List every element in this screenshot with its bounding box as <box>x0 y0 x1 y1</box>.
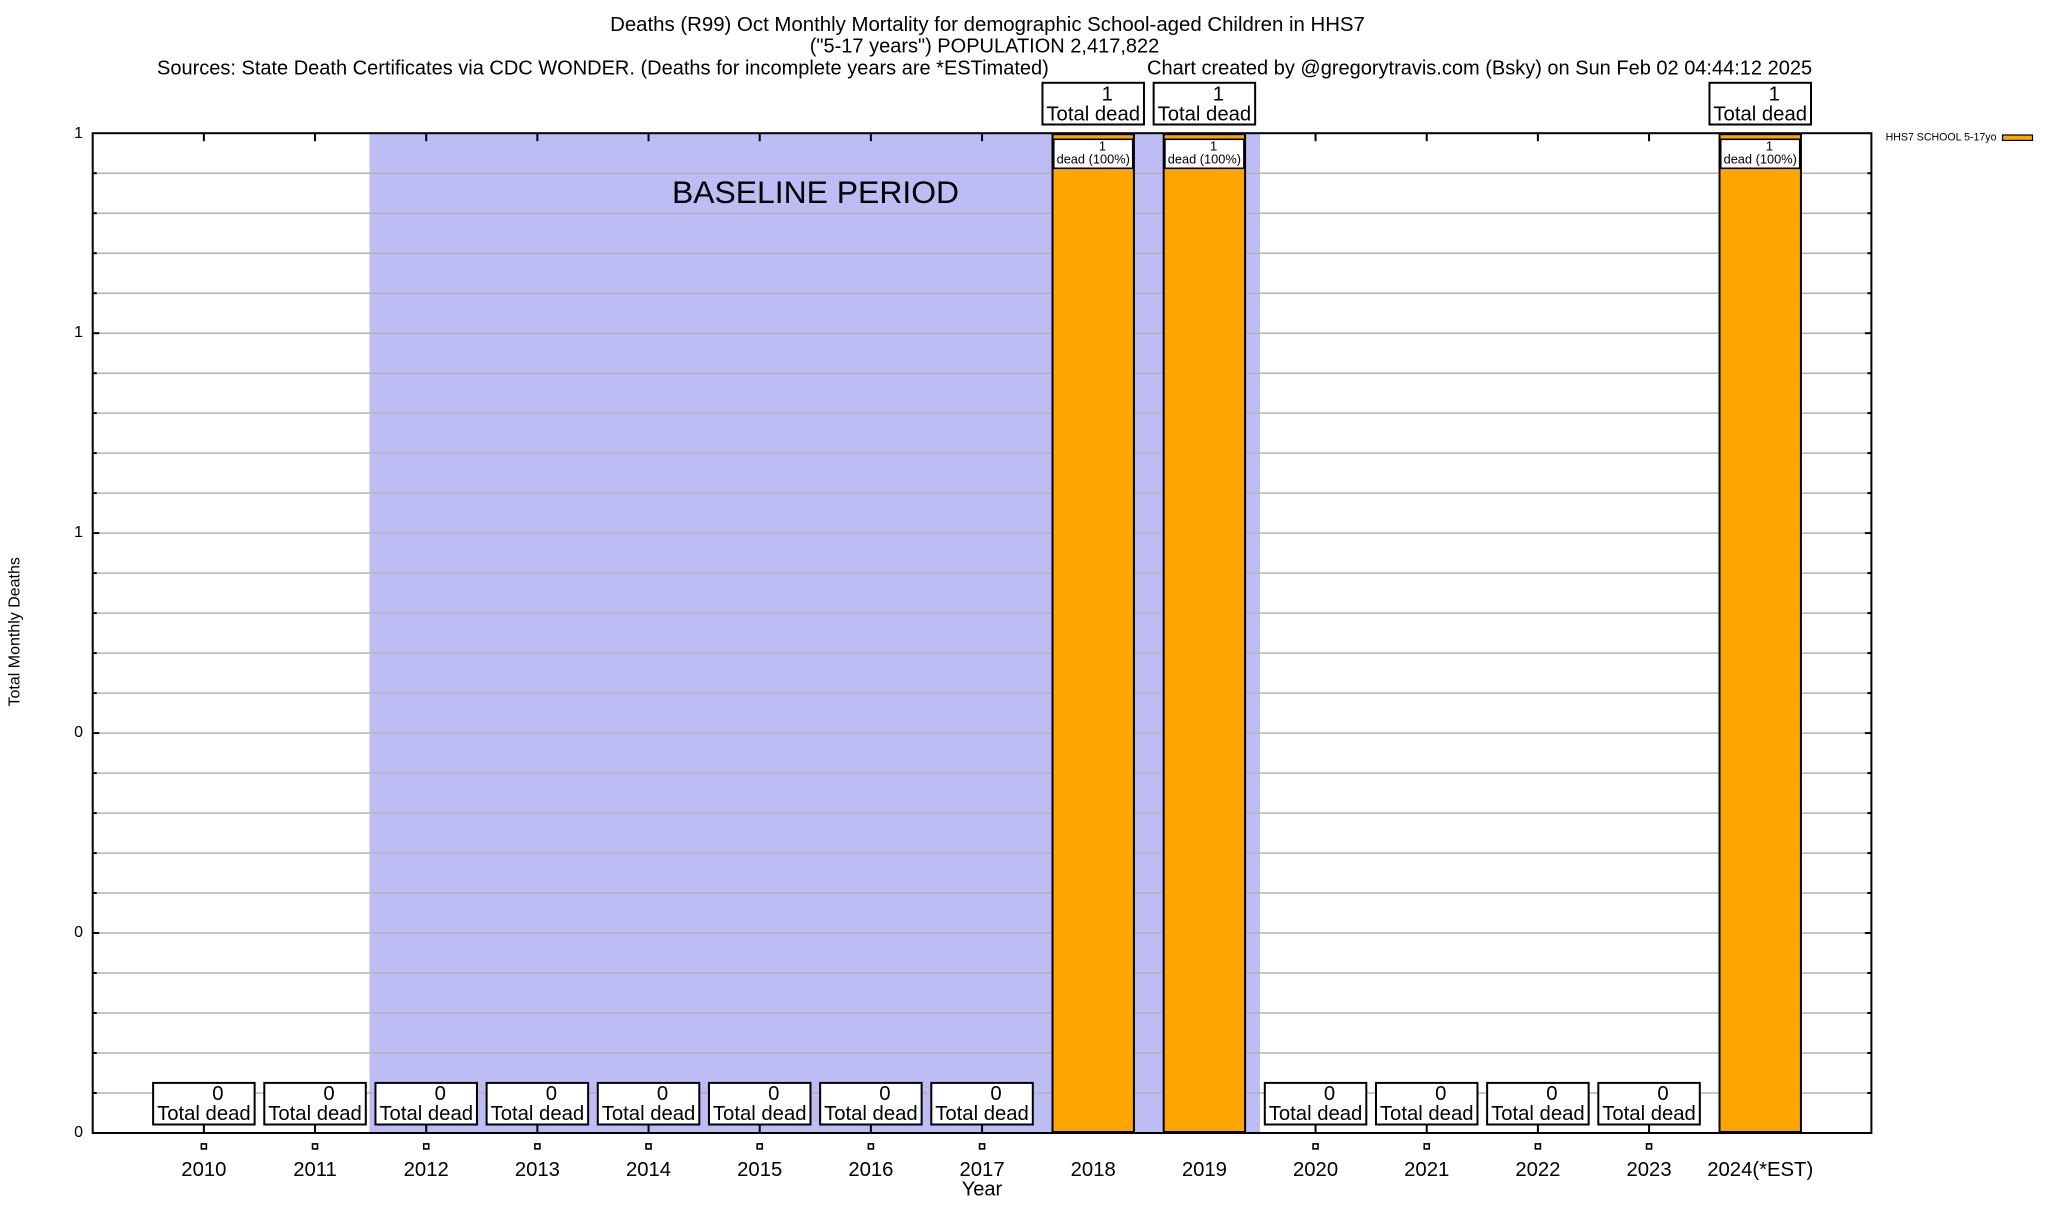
svg-text:2023: 2023 <box>1626 1159 1671 1181</box>
svg-text:2022: 2022 <box>1515 1159 1560 1181</box>
svg-text:0: 0 <box>74 724 83 741</box>
svg-text:0: 0 <box>879 1083 890 1105</box>
svg-text:0: 0 <box>435 1083 446 1105</box>
svg-text:Total dead: Total dead <box>1602 1103 1696 1125</box>
svg-text:0: 0 <box>990 1083 1001 1105</box>
svg-text:Total dead: Total dead <box>379 1103 473 1125</box>
svg-text:1: 1 <box>74 125 83 142</box>
svg-text:Total dead: Total dead <box>268 1103 362 1125</box>
svg-text:2013: 2013 <box>515 1159 560 1181</box>
svg-text:0: 0 <box>1546 1083 1557 1105</box>
svg-text:0: 0 <box>74 924 83 941</box>
svg-text:Total dead: Total dead <box>1158 104 1252 126</box>
svg-text:Total dead: Total dead <box>1380 1103 1474 1125</box>
svg-text:0: 0 <box>1657 1083 1668 1105</box>
svg-text:Total dead: Total dead <box>491 1103 585 1125</box>
svg-text:("5-17 years") POPULATION 2,41: ("5-17 years") POPULATION 2,417,822 <box>810 36 1160 58</box>
svg-text:Total dead: Total dead <box>1269 1103 1363 1125</box>
svg-text:Total dead: Total dead <box>602 1103 696 1125</box>
svg-text:Total dead: Total dead <box>1713 104 1807 126</box>
svg-text:Chart created by @gregorytravi: Chart created by @gregorytravis.com (Bsk… <box>1147 58 1812 80</box>
svg-text:0: 0 <box>212 1083 223 1105</box>
svg-text:2021: 2021 <box>1404 1159 1449 1181</box>
svg-text:Total dead: Total dead <box>713 1103 807 1125</box>
svg-text:dead (100%): dead (100%) <box>1724 152 1797 167</box>
svg-text:Total Monthly Deaths: Total Monthly Deaths <box>7 557 24 706</box>
svg-text:0: 0 <box>74 1124 83 1141</box>
svg-text:1: 1 <box>1769 83 1780 105</box>
svg-text:Total dead: Total dead <box>935 1103 1029 1125</box>
svg-text:2012: 2012 <box>404 1159 449 1181</box>
svg-text:0: 0 <box>1435 1083 1446 1105</box>
svg-text:2018: 2018 <box>1071 1159 1116 1181</box>
svg-text:Total dead: Total dead <box>1491 1103 1585 1125</box>
svg-text:Total dead: Total dead <box>157 1103 251 1125</box>
svg-text:2014: 2014 <box>626 1159 671 1181</box>
svg-text:dead (100%): dead (100%) <box>1057 152 1130 167</box>
svg-text:2017: 2017 <box>959 1159 1004 1181</box>
svg-text:0: 0 <box>546 1083 557 1105</box>
svg-text:HHS7 SCHOOL 5-17yo: HHS7 SCHOOL 5-17yo <box>1886 131 1997 143</box>
svg-text:1: 1 <box>74 324 83 341</box>
svg-text:dead (100%): dead (100%) <box>1168 152 1241 167</box>
svg-text:1: 1 <box>1099 139 1106 154</box>
svg-text:2016: 2016 <box>848 1159 893 1181</box>
svg-text:0: 0 <box>768 1083 779 1105</box>
svg-text:2019: 2019 <box>1182 1159 1227 1181</box>
svg-text:2020: 2020 <box>1293 1159 1338 1181</box>
svg-text:2011: 2011 <box>293 1159 337 1181</box>
svg-text:Deaths (R99) Oct Monthly Morta: Deaths (R99) Oct Monthly Mortality for d… <box>610 14 1365 36</box>
svg-text:2010: 2010 <box>181 1159 226 1181</box>
svg-text:2015: 2015 <box>737 1159 782 1181</box>
svg-text:Year: Year <box>962 1179 1003 1201</box>
svg-text:Total dead: Total dead <box>1046 104 1140 126</box>
svg-text:0: 0 <box>657 1083 668 1105</box>
svg-text:BASELINE PERIOD: BASELINE PERIOD <box>672 174 959 210</box>
svg-text:1: 1 <box>1102 83 1113 105</box>
svg-text:Sources: State Death Certifica: Sources: State Death Certificates via CD… <box>157 58 1049 80</box>
svg-text:2024(*EST): 2024(*EST) <box>1707 1159 1813 1181</box>
svg-text:1: 1 <box>1766 139 1773 154</box>
svg-text:0: 0 <box>323 1083 334 1105</box>
svg-text:1: 1 <box>1210 139 1217 154</box>
svg-text:1: 1 <box>74 524 83 541</box>
svg-text:1: 1 <box>1213 83 1224 105</box>
svg-text:0: 0 <box>1324 1083 1335 1105</box>
svg-text:Total dead: Total dead <box>824 1103 918 1125</box>
